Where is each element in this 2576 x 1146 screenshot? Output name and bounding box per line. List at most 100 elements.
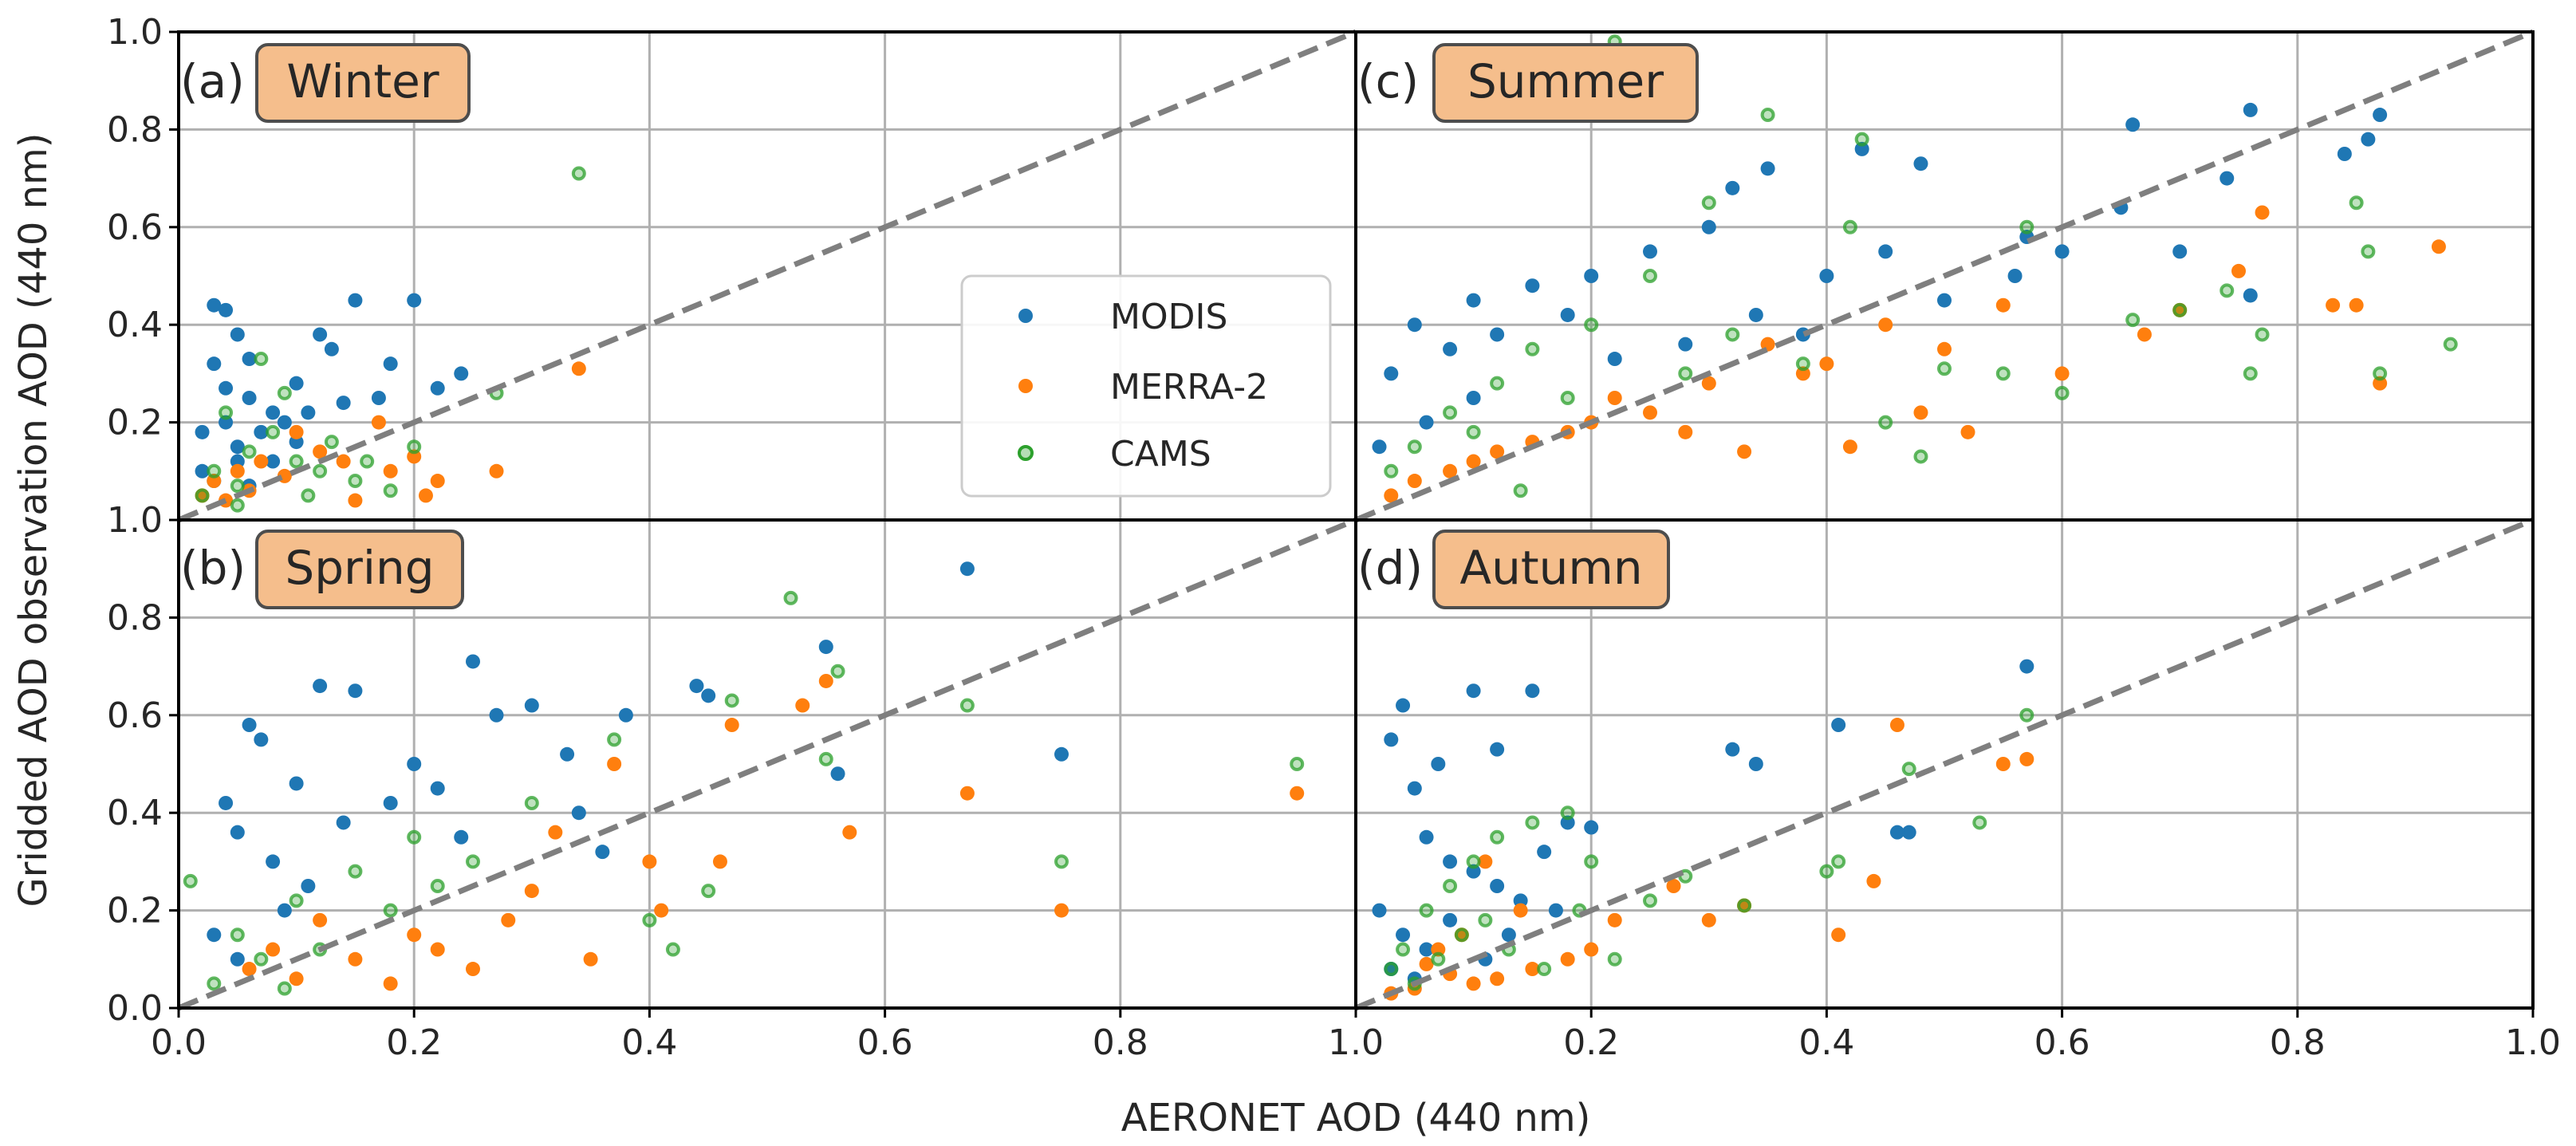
point-cams: [1913, 449, 1928, 464]
panel-c-season: Summer: [1467, 54, 1664, 108]
point-merra2: [1478, 854, 1493, 869]
point-merra2: [242, 962, 257, 977]
point-cams: [348, 474, 363, 489]
point-modis: [1490, 879, 1505, 893]
point-merra2: [524, 884, 539, 899]
point-cams: [266, 424, 281, 439]
legend-label-cams: CAMS: [1110, 434, 1211, 475]
panel-a-points: [195, 166, 586, 513]
point-merra2: [2255, 205, 2270, 220]
point-modis: [336, 815, 351, 830]
point-cams: [1795, 356, 1810, 372]
point-cams: [207, 976, 222, 991]
point-modis: [1372, 903, 1387, 918]
x-tick-label: 0.4: [621, 1022, 677, 1063]
point-modis: [1725, 742, 1740, 757]
point-cams: [313, 463, 328, 478]
point-merra2: [842, 825, 857, 840]
point-modis: [1937, 293, 1952, 308]
point-modis: [1748, 757, 1763, 771]
point-cams: [1937, 361, 1952, 376]
point-modis: [254, 732, 269, 747]
y-tick-label: 1.0: [107, 12, 163, 53]
point-cams: [1831, 854, 1846, 869]
point-cams: [383, 903, 398, 918]
panel-a-winter: [177, 29, 1357, 523]
legend-label-merra2: MERRA-2: [1110, 367, 1268, 408]
panel-d-season-box: [1432, 530, 1670, 609]
x-tick-label: 1.0: [1328, 1022, 1384, 1063]
point-modis: [2019, 659, 2034, 674]
point-modis: [1466, 391, 1481, 405]
point-modis: [266, 454, 281, 469]
point-cams: [1466, 424, 1481, 439]
y-tick-label: 0.4: [107, 305, 163, 345]
point-merra2: [2019, 751, 2034, 766]
point-cams: [254, 951, 269, 967]
point-cams: [1854, 132, 1869, 147]
point-cams: [2349, 195, 2364, 211]
point-merra2: [548, 825, 563, 840]
point-merra2: [712, 854, 727, 869]
point-merra2: [489, 463, 504, 478]
point-cams: [818, 751, 833, 766]
panel-d-one-to-one-line: [1354, 517, 2535, 1011]
point-modis: [266, 854, 281, 869]
point-modis: [1819, 269, 1834, 283]
point-cams: [1584, 854, 1599, 869]
point-cams: [1454, 927, 1469, 943]
point-cams: [1737, 898, 1752, 913]
point-modis: [219, 795, 234, 810]
point-modis: [407, 757, 422, 771]
panel-a-title: (a) Winter: [180, 43, 471, 123]
point-cams: [430, 879, 445, 893]
point-merra2: [1913, 405, 1928, 420]
panel-a-season-box: [255, 43, 471, 123]
point-cams: [830, 664, 845, 679]
point-modis: [266, 405, 281, 420]
point-cams: [1466, 854, 1481, 869]
point-modis: [195, 463, 210, 478]
point-modis: [1384, 366, 1399, 381]
point-modis: [571, 805, 586, 821]
point-modis: [1407, 317, 1422, 333]
y-tick-label: 0.2: [107, 891, 163, 931]
point-modis: [959, 561, 975, 577]
point-cams: [642, 912, 657, 927]
point-cams: [1560, 391, 1575, 405]
point-modis: [2007, 269, 2023, 283]
tick-labels: 0.0 0.2 0.4 0.6 0.8 1.0 0.2 0.4 0.6 0.8 1.0 0.2 0.4 0…: [107, 12, 2561, 1063]
point-modis: [1396, 927, 1411, 943]
point-merra2: [1419, 956, 1434, 971]
point-merra2: [1889, 718, 1904, 733]
point-merra2: [2326, 297, 2341, 313]
point-cams: [466, 854, 480, 869]
point-merra2: [430, 942, 445, 957]
point-cams: [207, 463, 222, 478]
point-merra2: [407, 927, 422, 943]
point-modis: [1501, 927, 1516, 943]
point-modis: [1443, 854, 1458, 869]
point-cams: [2220, 283, 2235, 298]
point-modis: [1431, 757, 1446, 771]
point-modis: [301, 405, 316, 420]
panel-d-autumn: [1354, 517, 2535, 1011]
panel-a-season: Winter: [286, 54, 439, 108]
point-merra2: [2054, 366, 2070, 381]
point-merra2: [1290, 786, 1305, 801]
point-modis: [1525, 278, 1540, 293]
point-cams: [1478, 912, 1493, 927]
point-modis: [1878, 244, 1893, 259]
point-cams: [1384, 962, 1399, 977]
point-cams: [1701, 195, 1716, 211]
point-merra2: [1701, 912, 1716, 927]
x-tick-label: 0.8: [2270, 1022, 2326, 1063]
y-axis-label: Gridded AOD observation AOD (440 nm): [11, 132, 56, 907]
point-modis: [689, 679, 704, 694]
point-merra2: [1443, 463, 1458, 478]
point-cams: [524, 795, 539, 810]
point-modis: [1560, 307, 1575, 322]
x-tick-label: 0.2: [386, 1022, 442, 1063]
point-modis: [618, 707, 633, 723]
point-modis: [560, 746, 575, 762]
